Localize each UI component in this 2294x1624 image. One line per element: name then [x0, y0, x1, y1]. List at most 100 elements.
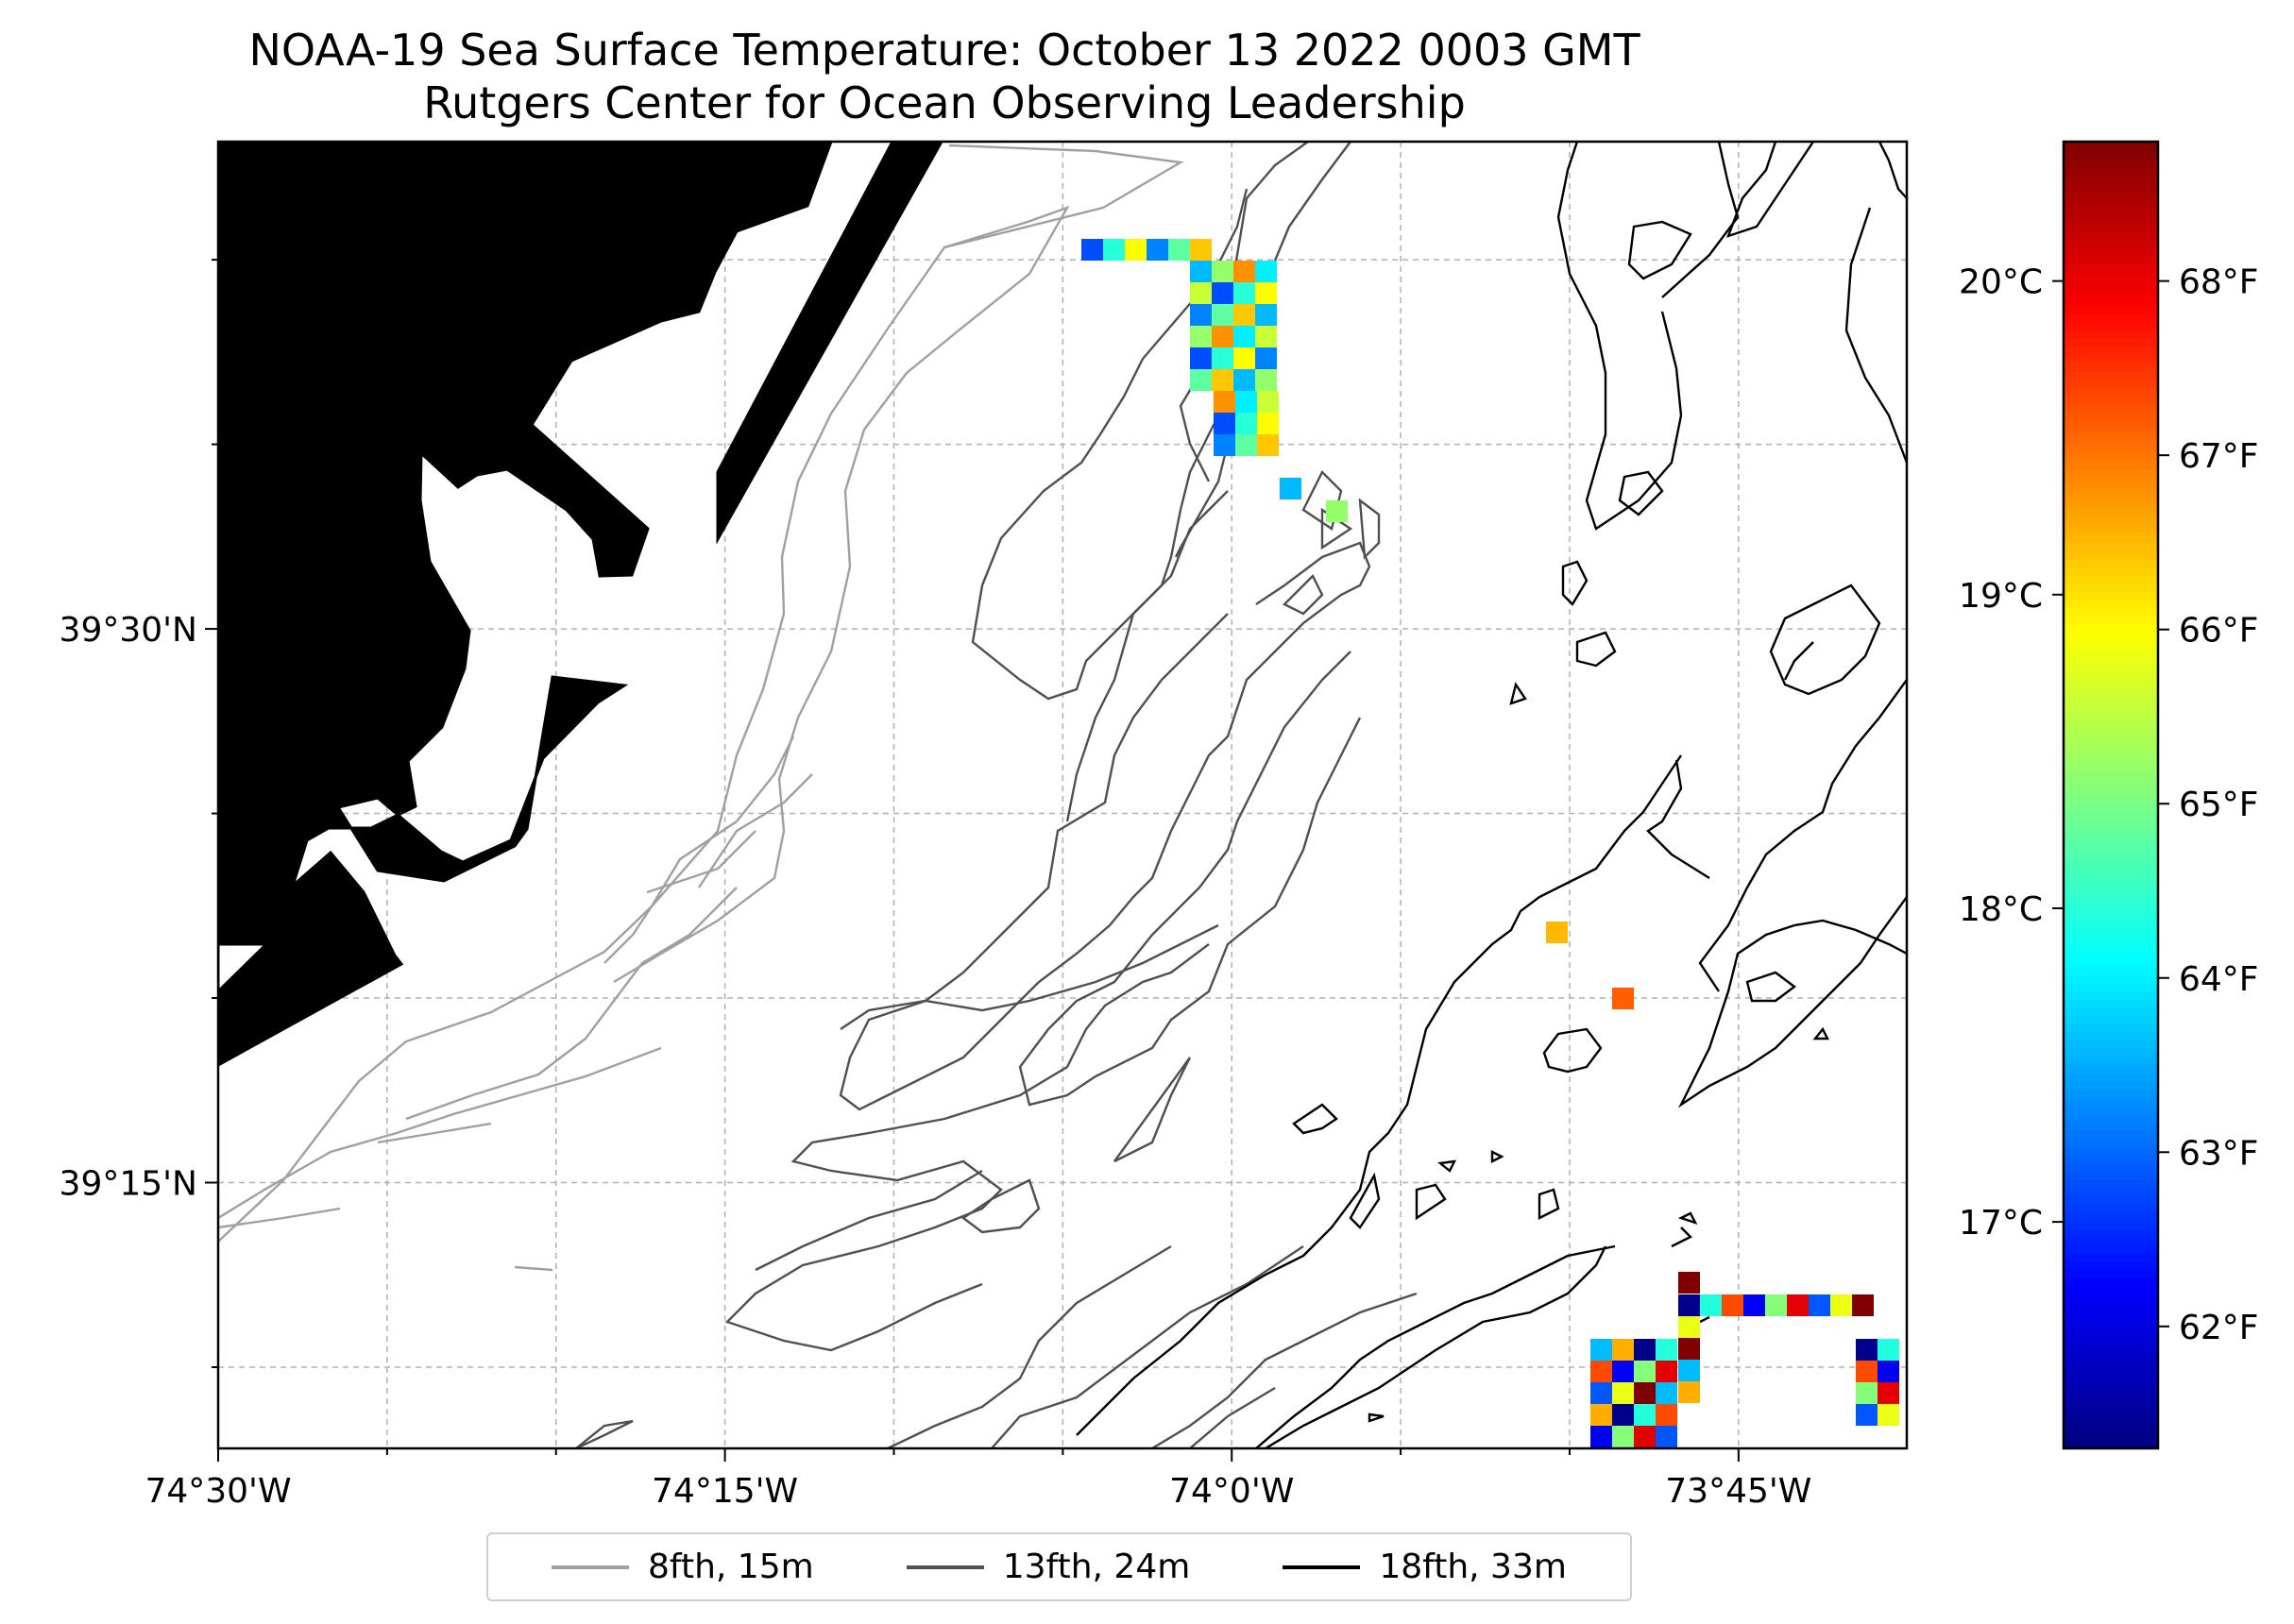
colorbar-segment — [2064, 803, 2158, 813]
colorbar-segment — [2064, 925, 2158, 935]
colorbar-segment — [2064, 1105, 2158, 1115]
colorbar-segment — [2064, 623, 2158, 633]
southeast-patch-cell — [1852, 1294, 1874, 1316]
land-barrier-island — [716, 142, 943, 545]
north-patch-cell — [1212, 261, 1233, 282]
legend-label-8fth: 8fth, 15m — [648, 1548, 814, 1586]
colorbar-segment — [2064, 541, 2158, 551]
southeast-patch-cell — [1787, 1294, 1809, 1316]
north-patch-cell — [1257, 434, 1279, 456]
north-patch-cell — [1190, 326, 1212, 347]
north-patch-cell — [1235, 413, 1257, 434]
north-patch-cell — [1214, 413, 1235, 434]
colorbar-segment — [2064, 746, 2158, 755]
colorbar-segment — [2064, 272, 2158, 281]
southeast-patch-cell — [1656, 1382, 1677, 1404]
contour-legend: 8fth, 15m 13fth, 24m 18fth, 33m — [486, 1532, 1632, 1601]
colorbar-segment — [2064, 182, 2158, 192]
north-patch-cell — [1257, 391, 1279, 413]
colorbar-segment — [2064, 1227, 2158, 1237]
colorbar-segment — [2064, 1358, 2158, 1368]
southeast-patch-cell — [1700, 1294, 1722, 1316]
colorbar-label-f: 62°F — [2179, 1309, 2259, 1347]
east-specks-cell — [1612, 988, 1634, 1009]
colorbar-segment — [2064, 1366, 2158, 1376]
colorbar-segment — [2064, 525, 2158, 534]
colorbar-segment — [2064, 876, 2158, 886]
east-specks-cell — [1546, 922, 1568, 943]
contour-8fth — [218, 144, 1184, 1272]
colorbar-segment — [2064, 346, 2158, 355]
colorbar-segment — [2064, 999, 2158, 1008]
colorbar-segment — [2064, 239, 2158, 249]
colorbar-segment — [2064, 941, 2158, 952]
colorbar-label-c: 20°C — [1959, 263, 2043, 302]
north-patch-cell — [1147, 239, 1168, 261]
colorbar-segment — [2064, 1260, 2158, 1270]
colorbar-segment — [2064, 721, 2158, 731]
north-patch-cell — [1233, 282, 1255, 304]
colorbar-segment — [2064, 1236, 2158, 1245]
southeast-patch-cell — [1856, 1361, 1878, 1382]
sst-data-layer — [1081, 239, 1899, 1447]
north-patch-cell — [1235, 434, 1257, 456]
north-patch-cell — [1190, 282, 1212, 304]
colorbar-segment — [2064, 1007, 2158, 1017]
colorbar-segment — [2064, 1031, 2158, 1041]
colorbar-segment — [2064, 1145, 2158, 1156]
x-tick-label: 74°30'W — [144, 1472, 291, 1511]
colorbar-segment — [2064, 1097, 2158, 1107]
colorbar-segment — [2064, 149, 2158, 160]
colorbar-segment — [2064, 1080, 2158, 1091]
north-patch-cell — [1190, 261, 1212, 282]
colorbar-segment — [2064, 1440, 2158, 1449]
colorbar-segment — [2064, 583, 2158, 592]
southeast-patch-cell — [1678, 1338, 1700, 1360]
colorbar-segment — [2064, 753, 2158, 764]
colorbar-segment — [2064, 639, 2158, 650]
colorbar-segment — [2064, 1350, 2158, 1360]
colorbar-segment — [2064, 1252, 2158, 1261]
colorbar-segment — [2064, 1285, 2158, 1294]
colorbar-segment — [2064, 713, 2158, 722]
north-patch-cell — [1233, 261, 1255, 282]
colorbar-segment — [2064, 607, 2158, 617]
colorbar-segment — [2064, 280, 2158, 290]
colorbar-segment — [2064, 974, 2158, 984]
north-patch-cell — [1255, 282, 1277, 304]
colorbar-segment — [2064, 1089, 2158, 1098]
colorbar-segment — [2064, 1309, 2158, 1319]
contour-13fth — [575, 142, 1418, 1448]
southeast-patch-cell — [1590, 1426, 1612, 1447]
colorbar-segment — [2064, 1391, 2158, 1400]
colorbar-segment — [2064, 909, 2158, 919]
north-patch-cell — [1214, 434, 1235, 456]
colorbar-segment — [2064, 770, 2158, 780]
colorbar-segment — [2064, 1162, 2158, 1172]
southeast-patch-cell — [1634, 1426, 1656, 1447]
chart-title-line1: NOAA-19 Sea Surface Temperature: October… — [248, 25, 1640, 76]
colorbar-segment — [2064, 787, 2158, 796]
colorbar-segment — [2064, 860, 2158, 870]
colorbar-segment — [2064, 500, 2158, 511]
colorbar-label-f: 67°F — [2179, 437, 2259, 476]
colorbar-label-f: 68°F — [2179, 263, 2259, 302]
north-patch-cell — [1103, 239, 1125, 261]
colorbar-segment — [2064, 664, 2158, 674]
colorbar-segment — [2064, 729, 2158, 739]
north-patch-cell — [1212, 347, 1233, 369]
north-patch-cell — [1168, 239, 1190, 261]
colorbar-segment — [2064, 1342, 2158, 1351]
north-patch-cell — [1125, 239, 1147, 261]
southeast-patch-cell — [1590, 1382, 1612, 1404]
colorbar-segment — [2064, 411, 2158, 420]
colorbar-segment — [2064, 885, 2158, 894]
colorbar-segment — [2064, 321, 2158, 330]
colorbar-segment — [2064, 1317, 2158, 1328]
colorbar-segment — [2064, 1399, 2158, 1409]
colorbar-segment — [2064, 419, 2158, 429]
colorbar-frame — [2062, 140, 2160, 1450]
southeast-patch-cell — [1678, 1294, 1700, 1316]
southeast-patch-cell — [1612, 1426, 1634, 1447]
colorbar-segment — [2064, 688, 2158, 698]
